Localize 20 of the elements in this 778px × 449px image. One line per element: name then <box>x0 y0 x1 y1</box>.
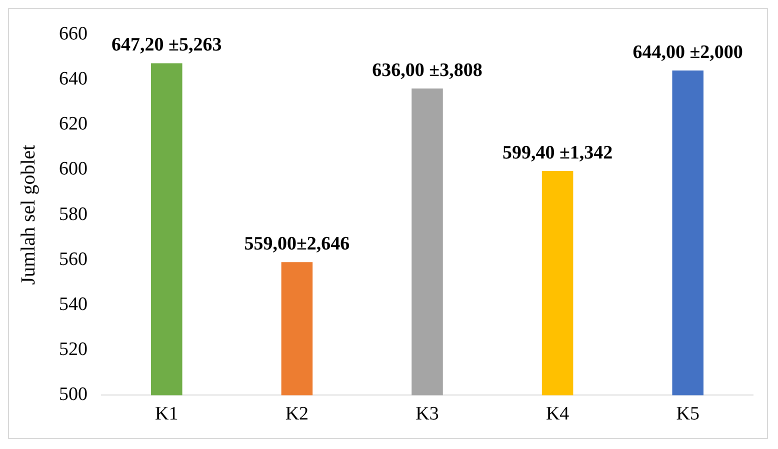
y-tick-label: 600 <box>59 158 88 180</box>
data-label: 636,00 ±3,808 <box>372 60 482 81</box>
x-tick-label: K3 <box>416 404 439 425</box>
data-label: 599,40 ±1,342 <box>502 142 613 164</box>
data-label: 644,00 ±2,000 <box>632 42 743 63</box>
y-tick-label: 560 <box>59 248 88 270</box>
x-tick-label: K1 <box>155 404 178 425</box>
y-tick-label: 580 <box>59 204 88 225</box>
y-tick-label: 660 <box>59 23 88 44</box>
y-tick-label: 520 <box>59 339 88 360</box>
y-tick-label: 640 <box>59 68 88 90</box>
y-tick-label: 540 <box>59 294 88 315</box>
data-label: 647,20 ±5,263 <box>112 34 222 56</box>
x-tick-label: K4 <box>546 404 570 425</box>
x-tick-label: K2 <box>285 404 309 425</box>
y-tick-label: 500 <box>59 384 88 406</box>
y-tick-label: 620 <box>59 114 88 135</box>
x-tick-label: K5 <box>676 404 700 425</box>
data-label: 559,00±2,646 <box>244 234 350 255</box>
y-axis-title: Jumlah sel goblet <box>17 144 40 285</box>
